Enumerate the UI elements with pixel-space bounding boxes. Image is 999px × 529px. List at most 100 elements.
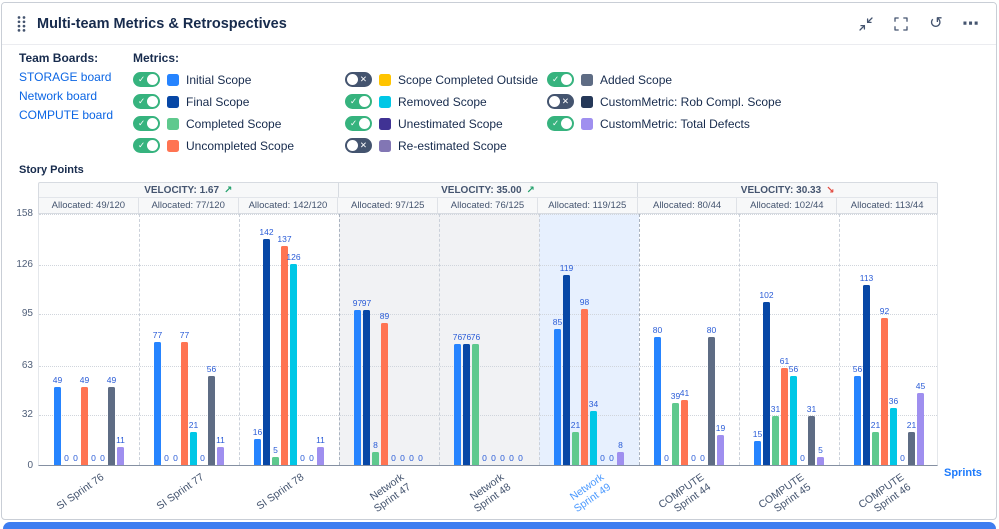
toggle-removed-scope[interactable]: ✓ (345, 94, 372, 109)
bar-removed-scope[interactable] (290, 264, 297, 465)
bar-initial-scope[interactable] (654, 337, 661, 465)
bar-completed-scope[interactable] (772, 416, 779, 465)
bar-value-label: 0 (609, 453, 614, 463)
legend-column-1: ✓ Initial Scope ✓ Final Scope ✓ Completed Sco… (133, 72, 345, 153)
bar-value-label: 21 (870, 420, 881, 430)
x-axis-sprint-label-network-sprint-48[interactable]: Network Sprint 48 (467, 471, 513, 515)
bar-final-scope[interactable] (863, 285, 870, 465)
bar-value-label: 0 (700, 453, 705, 463)
bar-initial-scope[interactable] (754, 441, 761, 465)
toggle-knob (359, 118, 370, 129)
board-link-network-board[interactable]: Network board (19, 89, 98, 103)
bar-value-label: 56 (788, 364, 799, 374)
x-axis-sprint-label-compute-sprint-44[interactable]: COMPUTE Sprint 44 (656, 471, 713, 515)
x-axis-sprint-label-si-sprint-77[interactable]: SI Sprint 77 (154, 471, 207, 513)
collapse-icon[interactable] (855, 13, 877, 35)
bar-completed-scope[interactable] (572, 432, 579, 465)
x-axis-sprint-label-si-sprint-76[interactable]: SI Sprint 76 (54, 471, 107, 513)
bar-value-label: 11 (216, 435, 225, 445)
bar-value-label: 21 (570, 420, 581, 430)
bar-custommetric-total-defects[interactable] (917, 393, 924, 465)
toggle-completed-scope[interactable]: ✓ (133, 116, 160, 131)
toggle-scope-completed-outside[interactable]: ✕ (345, 72, 372, 87)
x-axis-sprint-label-compute-sprint-45[interactable]: COMPUTE Sprint 45 (756, 471, 813, 515)
bar-initial-scope[interactable] (854, 376, 861, 465)
team-boards-title: Team Boards: (19, 51, 99, 65)
board-link-compute-board[interactable]: COMPUTE board (19, 108, 114, 122)
legend-item-final-scope: ✓ Final Scope (133, 94, 345, 109)
fullscreen-icon[interactable] (890, 13, 912, 35)
bar-added-scope[interactable] (208, 376, 215, 465)
bar-initial-scope[interactable] (254, 439, 261, 465)
bar-final-scope[interactable] (363, 310, 370, 465)
bar-added-scope[interactable] (908, 432, 915, 465)
bar-custommetric-total-defects[interactable] (617, 452, 624, 465)
bar-added-scope[interactable] (708, 337, 715, 465)
bar-uncompleted-scope[interactable] (181, 342, 188, 465)
bar-uncompleted-scope[interactable] (881, 318, 888, 465)
more-options-icon[interactable]: ⋯ (962, 14, 980, 33)
toggle-initial-scope[interactable]: ✓ (133, 72, 160, 87)
toggle-added-scope[interactable]: ✓ (547, 72, 574, 87)
drag-handle-icon[interactable] (16, 15, 27, 32)
bar-completed-scope[interactable] (472, 344, 479, 465)
legend-label: Scope Completed Outside (398, 72, 539, 87)
board-link-storage-board[interactable]: STORAGE board (19, 70, 112, 84)
bar-removed-scope[interactable] (890, 408, 897, 465)
toggle-custommetric-total-defects[interactable]: ✓ (547, 116, 574, 131)
bar-final-scope[interactable] (263, 239, 270, 465)
bar-removed-scope[interactable] (190, 432, 197, 465)
bar-initial-scope[interactable] (54, 387, 61, 465)
toggle-knob (147, 96, 158, 107)
toggle-final-scope[interactable]: ✓ (133, 94, 160, 109)
bar-final-scope[interactable] (763, 302, 770, 465)
bar-removed-scope[interactable] (590, 411, 597, 465)
bar-custommetric-total-defects[interactable] (117, 447, 124, 465)
bar-initial-scope[interactable] (554, 329, 561, 465)
bar-completed-scope[interactable] (872, 432, 879, 465)
x-axis-sprint-label-compute-sprint-46[interactable]: COMPUTE Sprint 46 (856, 471, 913, 515)
bar-uncompleted-scope[interactable] (281, 246, 288, 465)
next-widget-top-edge (3, 522, 996, 529)
allocated-cell-4: Allocated: 76/125 (438, 198, 538, 213)
bar-value-label: 97 (361, 298, 372, 308)
bar-completed-scope[interactable] (372, 452, 379, 465)
toggle-unestimated-scope[interactable]: ✓ (345, 116, 372, 131)
toggle-uncompleted-scope[interactable]: ✓ (133, 138, 160, 153)
check-icon: ✓ (138, 140, 146, 150)
bar-custommetric-total-defects[interactable] (717, 435, 724, 465)
bar-initial-scope[interactable] (154, 342, 161, 465)
refresh-icon[interactable]: ↺ (929, 14, 943, 32)
bar-uncompleted-scope[interactable] (781, 368, 788, 465)
bar-completed-scope[interactable] (672, 403, 679, 465)
x-axis-sprint-label-network-sprint-47[interactable]: Network Sprint 47 (367, 471, 413, 515)
bar-removed-scope[interactable] (790, 376, 797, 465)
allocated-cell-3: Allocated: 97/125 (338, 198, 439, 213)
bar-custommetric-total-defects[interactable] (217, 447, 224, 465)
bar-uncompleted-scope[interactable] (81, 387, 88, 465)
dashboard-widget: Multi-team Metrics & Retrospectives (1, 2, 997, 520)
toggle-custommetric-rob-compl-scope[interactable]: ✕ (547, 94, 574, 109)
bar-value-label: 0 (600, 453, 605, 463)
toggle-re-estimated-scope[interactable]: ✕ (345, 138, 372, 153)
bar-custommetric-total-defects[interactable] (817, 457, 824, 465)
toggle-knob (359, 96, 370, 107)
bar-uncompleted-scope[interactable] (381, 323, 388, 465)
gridline-95 (39, 314, 937, 316)
bar-added-scope[interactable] (108, 387, 115, 465)
bar-final-scope[interactable] (563, 275, 570, 465)
bar-uncompleted-scope[interactable] (581, 309, 588, 465)
bar-initial-scope[interactable] (454, 344, 461, 465)
bar-custommetric-total-defects[interactable] (317, 447, 324, 465)
bar-added-scope[interactable] (808, 416, 815, 465)
bar-uncompleted-scope[interactable] (681, 400, 688, 465)
y-axis-tick-label: 158 (16, 208, 33, 219)
column-separator (839, 214, 840, 465)
x-axis-sprint-label-si-sprint-78[interactable]: SI Sprint 78 (254, 471, 307, 513)
x-axis-sprint-label-network-sprint-49[interactable]: Network Sprint 49 (567, 471, 613, 515)
bar-initial-scope[interactable] (354, 310, 361, 465)
bar-completed-scope[interactable] (272, 457, 279, 465)
column-separator (239, 214, 240, 465)
bar-value-label: 0 (100, 453, 105, 463)
bar-final-scope[interactable] (463, 344, 470, 465)
